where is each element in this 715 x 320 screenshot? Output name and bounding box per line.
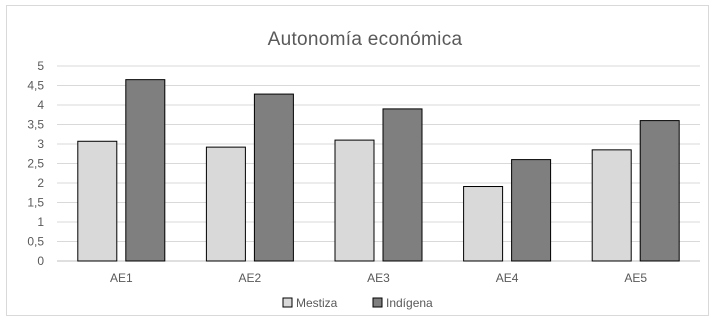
y-tick-label: 2 <box>37 176 44 190</box>
bar-indigena-ae3 <box>382 108 423 262</box>
legend-label: Indígena <box>386 296 433 310</box>
y-tick-label: 0,5 <box>27 235 44 249</box>
x-tick-label: AE3 <box>367 271 390 285</box>
y-tick-label: 0 <box>37 254 44 268</box>
x-axis: AE1 AE2 AE3 AE4 AE5 <box>110 271 647 285</box>
legend-swatch <box>372 297 383 308</box>
bar-indigena-ae5 <box>639 120 680 262</box>
legend-label: Mestiza <box>296 296 338 310</box>
y-tick-label: 3 <box>37 137 44 151</box>
y-tick-label: 2,5 <box>27 157 44 171</box>
bar-indigena-ae4 <box>511 159 552 262</box>
legend: Mestiza Indígena <box>282 296 433 310</box>
y-tick-label: 4 <box>37 98 44 112</box>
x-tick-label: AE5 <box>624 271 647 285</box>
y-tick-label: 3,5 <box>27 118 44 132</box>
bar-mestiza-ae4 <box>463 186 504 262</box>
bar-mestiza-ae2 <box>205 146 246 262</box>
chart-title: Autonomía económica <box>268 29 463 50</box>
bar-mestiza-ae3 <box>334 139 375 262</box>
bar-mestiza-ae5 <box>591 149 632 262</box>
y-tick-label: 4,5 <box>27 79 44 93</box>
y-axis: 0 0,5 1 1,5 2 2,5 3 3,5 4 4,5 5 <box>27 59 44 268</box>
bar-indigena-ae1 <box>125 79 166 262</box>
legend-swatch <box>282 297 293 308</box>
y-tick-label: 5 <box>37 59 44 73</box>
y-tick-label: 1 <box>37 215 44 229</box>
y-tick-label: 1,5 <box>27 196 44 210</box>
x-tick-label: AE2 <box>239 271 262 285</box>
x-tick-label: AE4 <box>496 271 519 285</box>
bar-mestiza-ae1 <box>77 140 118 262</box>
bars <box>77 79 680 262</box>
bar-indigena-ae2 <box>253 93 294 262</box>
x-tick-label: AE1 <box>110 271 133 285</box>
